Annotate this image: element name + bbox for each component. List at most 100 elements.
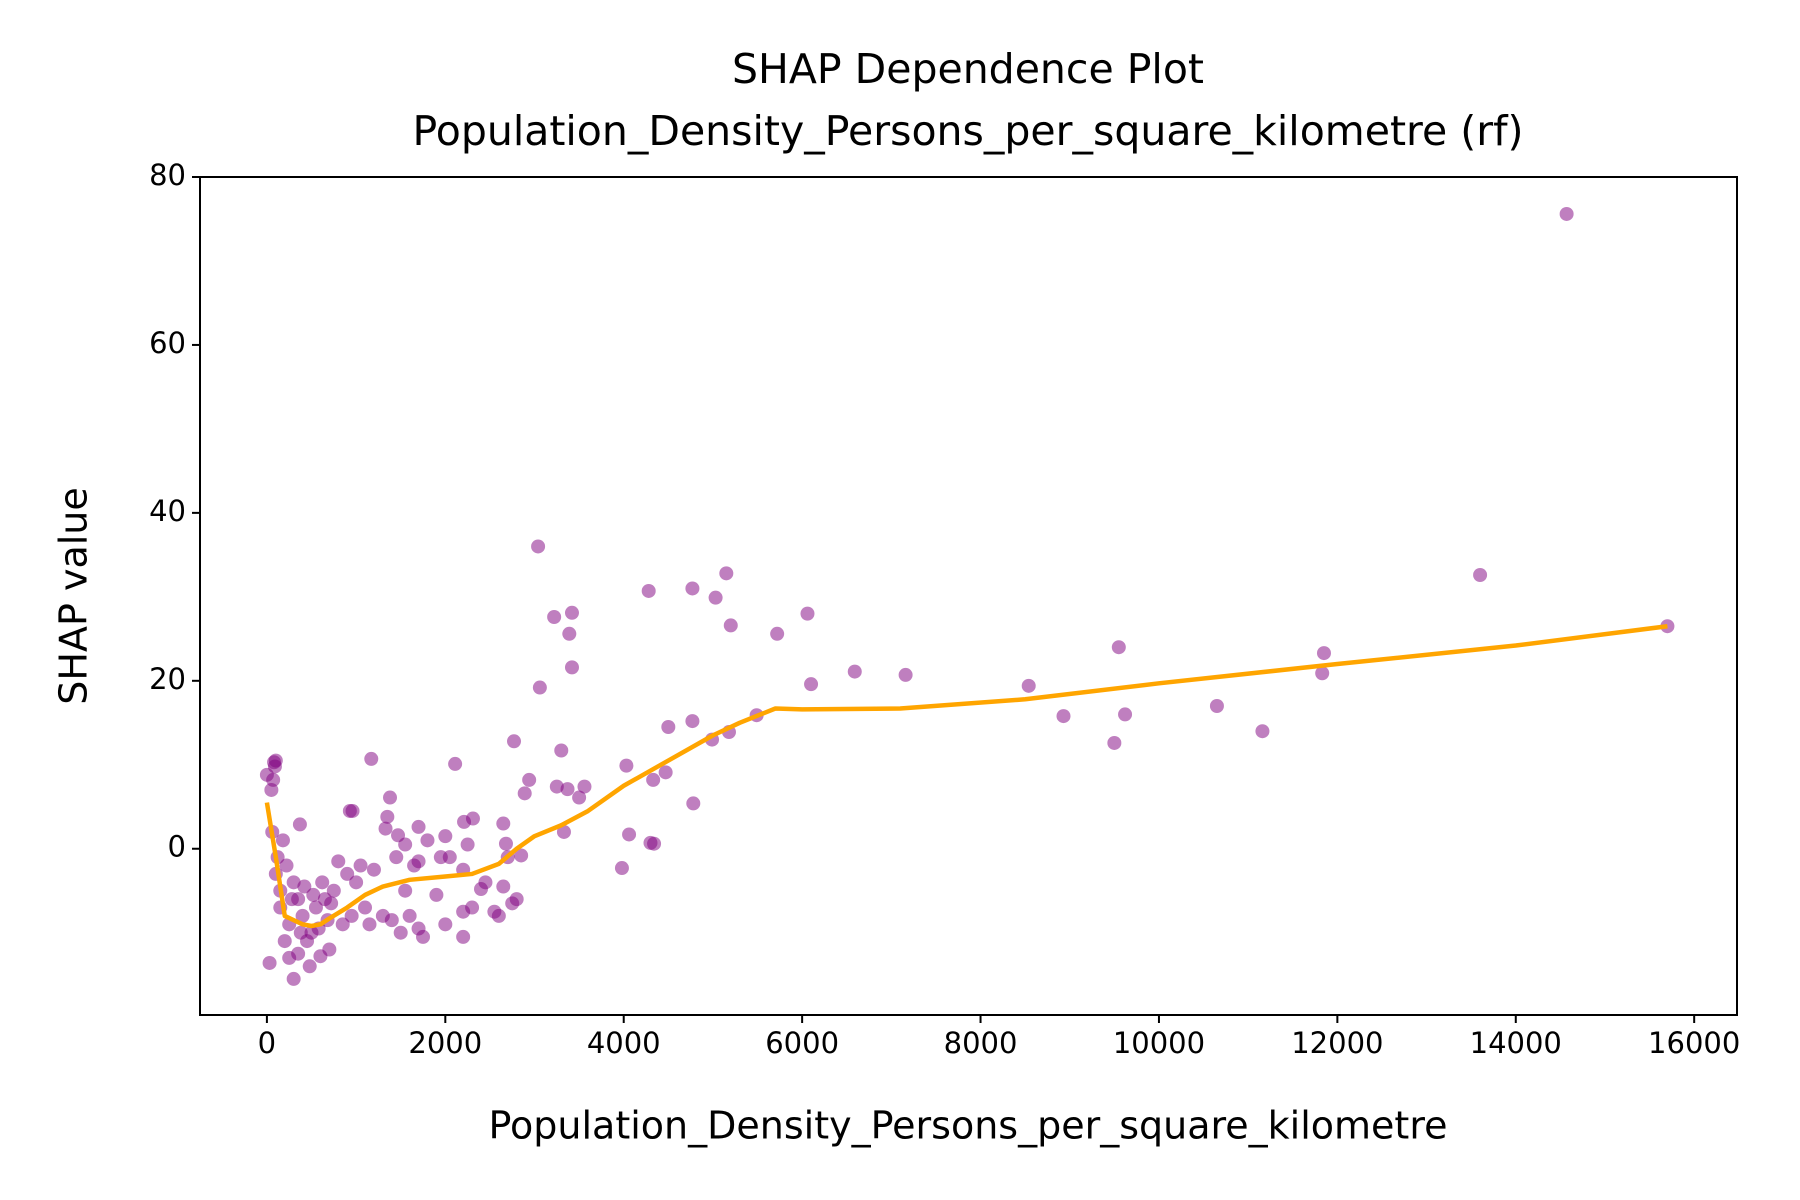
scatter-point xyxy=(286,971,301,986)
scatter-point xyxy=(532,680,547,695)
scatter-point xyxy=(491,908,506,923)
scatter-point xyxy=(496,879,511,894)
scatter-point xyxy=(398,837,413,852)
x-tick-label: 12000 xyxy=(1291,1026,1383,1060)
scatter-point xyxy=(358,900,373,915)
scatter-point xyxy=(1111,640,1126,655)
scatter-point xyxy=(647,836,662,851)
scatter-point xyxy=(335,917,350,932)
scatter-point xyxy=(465,900,480,915)
scatter-point xyxy=(364,751,379,766)
scatter-point xyxy=(345,803,360,818)
scatter-point xyxy=(264,782,279,797)
scatter-point xyxy=(456,929,471,944)
scatter-point xyxy=(438,829,453,844)
scatter-point xyxy=(362,917,377,932)
scatter-point xyxy=(517,786,532,801)
scatter-point xyxy=(353,858,368,873)
scatter-point xyxy=(1209,698,1224,713)
scatter-point xyxy=(398,883,413,898)
scatter-point xyxy=(1316,646,1331,661)
scatter-point xyxy=(686,796,701,811)
x-tick-label: 6000 xyxy=(765,1026,839,1060)
scatter-point xyxy=(554,743,569,758)
scatter-point xyxy=(547,609,562,624)
scatter-point xyxy=(646,772,661,787)
scatter-point xyxy=(531,539,546,554)
scatter-point xyxy=(292,817,307,832)
scatter-point xyxy=(324,896,339,911)
chart-subtitle: Population_Density_Persons_per_square_ki… xyxy=(412,107,1523,155)
scatter-point xyxy=(577,779,592,794)
scatter-point xyxy=(279,858,294,873)
x-tick-label: 14000 xyxy=(1470,1026,1562,1060)
x-tick-label: 10000 xyxy=(1113,1026,1205,1060)
scatter-point xyxy=(723,618,738,633)
scatter-point xyxy=(522,772,537,787)
scatter-point xyxy=(331,854,346,869)
y-tick-label: 80 xyxy=(149,158,186,192)
scatter-point xyxy=(286,875,301,890)
scatter-point xyxy=(344,908,359,923)
scatter-point xyxy=(438,917,453,932)
scatter-point xyxy=(1559,206,1574,221)
scatter-point xyxy=(556,824,571,839)
scatter-point xyxy=(308,900,323,915)
scatter-point xyxy=(804,677,819,692)
scatter-point xyxy=(685,581,700,596)
scatter-point xyxy=(402,908,417,923)
scatter-point xyxy=(277,934,292,949)
scatter-point xyxy=(282,950,297,965)
x-axis-label: Population_Density_Persons_per_square_ki… xyxy=(488,1104,1447,1148)
scatter-point xyxy=(619,758,634,773)
scatter-point xyxy=(708,590,723,605)
y-tick-label: 0 xyxy=(168,830,186,864)
scatter-point xyxy=(284,892,299,907)
trend-line xyxy=(264,623,1668,929)
scatter-point xyxy=(847,664,862,679)
plot-frame xyxy=(199,176,1738,1016)
scatter-point xyxy=(478,875,493,890)
scatter-point xyxy=(1118,707,1133,722)
scatter-point xyxy=(275,833,290,848)
scatter-point xyxy=(514,848,529,863)
y-tick-label: 60 xyxy=(149,326,186,360)
scatter-point xyxy=(564,660,579,675)
scatter-point xyxy=(549,779,564,794)
scatter-point xyxy=(1473,568,1488,583)
scatter-point xyxy=(770,626,785,641)
scatter-point xyxy=(293,925,308,940)
scatter-point xyxy=(1107,735,1122,750)
scatter-point xyxy=(267,759,282,774)
scatter-point xyxy=(297,879,312,894)
y-tick-label: 40 xyxy=(149,494,186,528)
x-tick-label: 16000 xyxy=(1648,1026,1740,1060)
scatter-point xyxy=(496,816,511,831)
scatter-point xyxy=(572,790,587,805)
x-tick-label: 0 xyxy=(258,1026,276,1060)
scatter-point xyxy=(614,861,629,876)
scatter-point xyxy=(302,959,317,974)
scatter-point xyxy=(562,626,577,641)
scatter-point xyxy=(509,892,524,907)
scatter-point xyxy=(564,605,579,620)
scatter-point xyxy=(416,929,431,944)
scatter-point xyxy=(420,833,435,848)
scatter-point xyxy=(407,858,422,873)
scatter-point xyxy=(448,756,463,771)
scatter-point xyxy=(507,734,522,749)
scatter-point xyxy=(322,942,337,957)
scatter-point xyxy=(262,955,277,970)
scatter-point xyxy=(498,836,513,851)
plot-area xyxy=(259,206,1675,986)
scatter-point xyxy=(442,850,457,865)
scatter-point xyxy=(384,913,399,928)
scatter-point xyxy=(315,875,330,890)
scatter-point xyxy=(349,875,364,890)
scatter-point xyxy=(295,908,310,923)
x-tick-label: 8000 xyxy=(944,1026,1018,1060)
chart-title: SHAP Dependence Plot xyxy=(732,45,1204,93)
scatter-point xyxy=(1021,678,1036,693)
scatter-point xyxy=(389,850,404,865)
x-tick-label: 2000 xyxy=(408,1026,482,1060)
